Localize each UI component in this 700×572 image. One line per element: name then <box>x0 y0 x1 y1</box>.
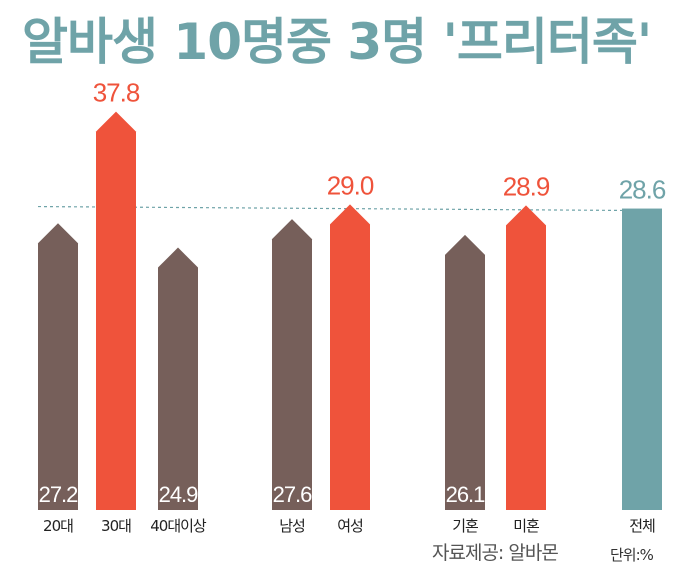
bar-기혼 <box>445 234 485 510</box>
value-label-전체: 28.6 <box>619 175 666 205</box>
category-label-여성: 여성 <box>337 517 363 535</box>
value-label-기혼: 26.1 <box>446 482 486 507</box>
value-label-여성: 29.0 <box>327 170 374 200</box>
category-label-30대: 30대 <box>101 517 131 535</box>
category-label-남성: 남성 <box>279 517 305 535</box>
value-label-30대: 37.8 <box>93 78 140 108</box>
category-label-40대이상: 40대이상 <box>150 517 207 535</box>
category-label-미혼: 미혼 <box>513 517 539 535</box>
source-note: 자료제공: 알바몬 <box>432 542 559 564</box>
value-label-남성: 27.6 <box>273 482 313 507</box>
value-label-20대: 27.2 <box>39 482 79 507</box>
bar-전체 <box>622 208 662 510</box>
category-label-20대: 20대 <box>43 517 73 535</box>
reference-line <box>37 205 641 212</box>
bar-미혼 <box>506 205 546 511</box>
bar-20대 <box>38 223 78 510</box>
chart-title: 알바생 10명중 3명 '프리터족' <box>22 13 652 71</box>
category-label-기혼: 기혼 <box>452 517 478 535</box>
unit-note: 단위:% <box>610 546 654 564</box>
category-label-전체: 전체 <box>629 517 655 535</box>
value-label-미혼: 28.9 <box>503 171 550 201</box>
bar-30대 <box>96 111 136 510</box>
bar-여성 <box>330 204 370 510</box>
bar-40대이상 <box>158 247 198 510</box>
bar-남성 <box>272 219 312 510</box>
value-label-40대이상: 24.9 <box>159 482 199 507</box>
